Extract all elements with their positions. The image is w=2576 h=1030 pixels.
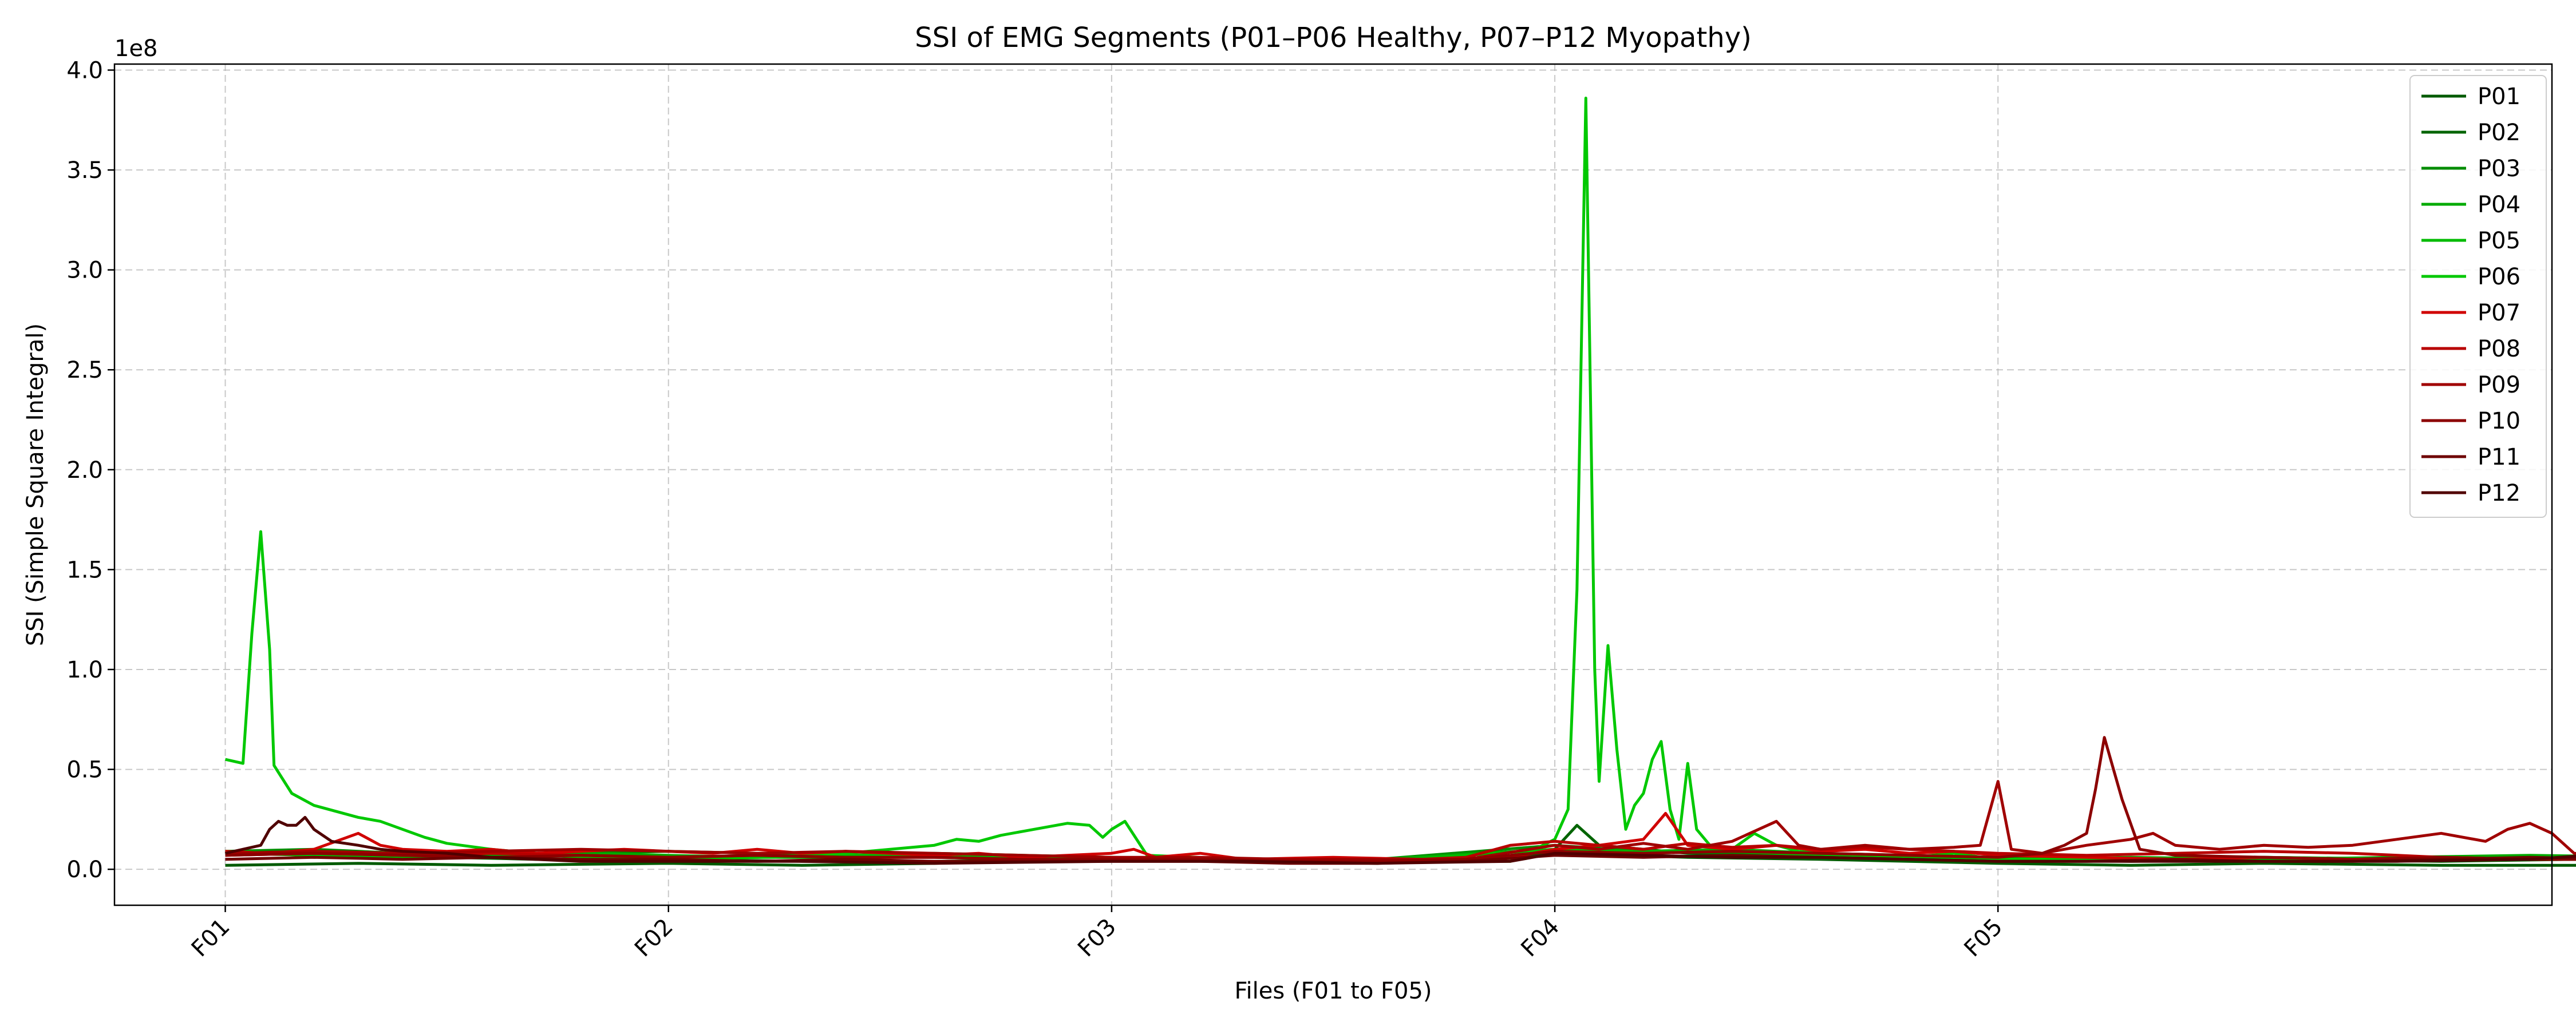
series-layer	[224, 96, 2576, 867]
legend-label: P07	[2478, 300, 2520, 326]
y-tick-label: 1.0	[66, 657, 103, 683]
y-tick-label: 4.0	[66, 57, 103, 84]
legend-label: P11	[2478, 444, 2520, 470]
y-axis-label: SSI (Simple Square Integral)	[22, 323, 49, 646]
chart-title: SSI of EMG Segments (P01–P06 Healthy, P0…	[915, 22, 1752, 54]
legend-label: P10	[2478, 408, 2520, 434]
legend: P01 P02 P03 P04 P05 P06 P07 P08 P09 P10 P11 P12	[2409, 75, 2547, 518]
x-axis-label: Files (F01 to F05)	[1234, 978, 1432, 1004]
y-offset-text: 1e8	[114, 35, 158, 62]
y-tick-label: 2.5	[66, 357, 103, 383]
legend-label: P06	[2478, 264, 2520, 290]
legend-box	[2409, 75, 2547, 518]
series-line-p10	[225, 736, 2576, 863]
legend-label: P08	[2478, 336, 2520, 362]
legend-label: P12	[2478, 480, 2520, 506]
y-tick-label: 3.5	[66, 157, 103, 184]
legend-label: P02	[2478, 120, 2520, 146]
legend-label: P03	[2478, 156, 2520, 182]
plot-frame	[113, 63, 2553, 906]
y-tick-label: 0.5	[66, 757, 103, 783]
series-line-p09	[225, 780, 2576, 861]
grid-lines	[114, 64, 2552, 905]
y-tick-label: 0.0	[66, 857, 103, 883]
series-line-p12	[224, 815, 2576, 865]
legend-label: P09	[2478, 372, 2520, 398]
legend-label: P01	[2478, 84, 2520, 110]
legend-label: P04	[2478, 192, 2520, 218]
y-axis: 0.0 0.5 1.0 1.5 2.0 2.5 3.0 3.5 4.0	[66, 57, 114, 883]
y-tick-label: 1.5	[66, 557, 103, 583]
y-tick-label: 2.0	[66, 457, 103, 484]
legend-label: P05	[2478, 228, 2520, 254]
y-tick-label: 3.0	[66, 258, 103, 284]
